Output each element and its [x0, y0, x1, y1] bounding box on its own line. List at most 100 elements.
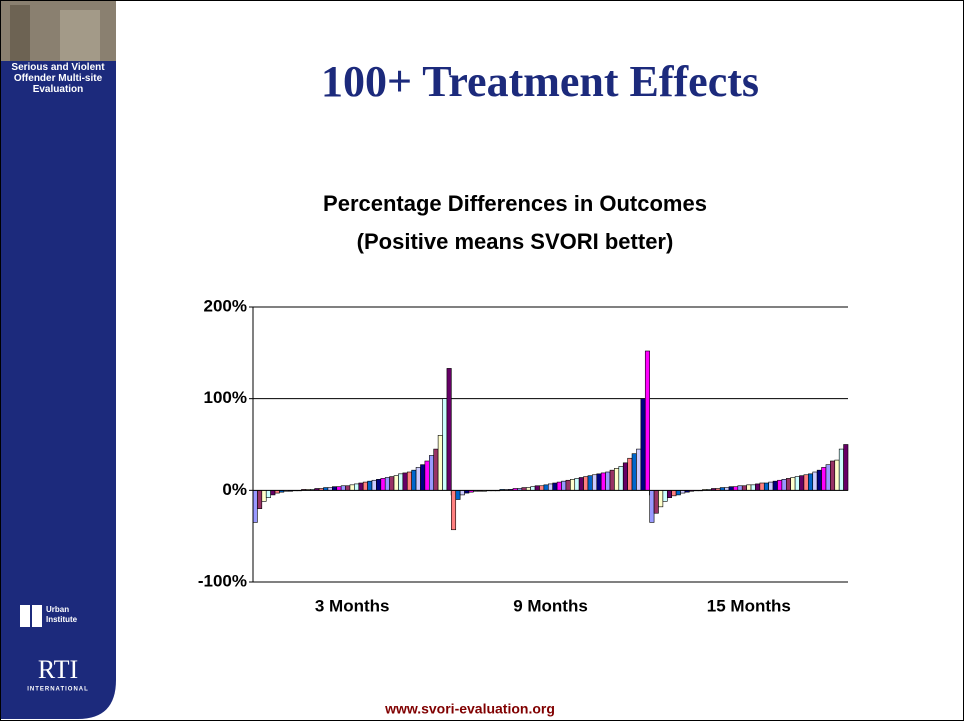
bar — [583, 476, 589, 491]
bar — [768, 481, 774, 491]
bar — [252, 490, 258, 523]
bar — [547, 483, 554, 491]
y-tick-label: 0% — [222, 480, 247, 499]
bar — [609, 469, 615, 491]
bar — [834, 459, 840, 491]
bar — [415, 467, 421, 491]
bar — [821, 467, 827, 491]
bar — [587, 475, 593, 491]
bar — [389, 476, 395, 491]
bar — [825, 464, 831, 491]
bar — [644, 350, 650, 491]
bar — [728, 486, 734, 491]
chart-subtitle: (Positive means SVORI better) — [357, 229, 674, 254]
bar — [530, 486, 536, 491]
bar — [362, 481, 368, 491]
bar — [750, 484, 756, 491]
bar — [592, 474, 598, 491]
bar — [578, 477, 584, 491]
sidebar — [1, 1, 116, 719]
sidebar-title: Serious and Violent Offender Multi-site … — [11, 62, 105, 95]
bar — [265, 490, 271, 498]
bar — [398, 473, 404, 491]
bar — [799, 475, 805, 491]
bar — [451, 490, 457, 531]
bar — [649, 490, 655, 523]
bar — [393, 475, 399, 491]
bar — [354, 483, 360, 491]
urban-logo-text: Urban Institute — [46, 605, 78, 624]
bar — [741, 485, 747, 491]
bar — [733, 486, 739, 491]
bar — [631, 453, 637, 491]
bar — [428, 455, 435, 491]
bar — [777, 479, 783, 491]
bar — [424, 460, 430, 491]
bar — [270, 490, 276, 496]
x-group-label: 15 Months — [707, 596, 791, 615]
bar — [772, 480, 778, 491]
bar — [349, 484, 355, 491]
x-group-label: 9 Months — [513, 596, 588, 615]
logo1-box: Urban Institute — [46, 605, 78, 624]
rti-logo-sub: INTERNATIONAL — [27, 687, 89, 693]
bar — [561, 480, 567, 491]
bar — [420, 464, 426, 491]
bar — [812, 471, 818, 491]
slide-title: 100+ Treatment Effects — [321, 57, 759, 106]
bar — [618, 466, 624, 491]
bar — [843, 444, 849, 491]
bar — [340, 485, 346, 491]
bar — [380, 478, 386, 491]
bar — [763, 482, 769, 491]
bar — [816, 469, 822, 491]
bar — [675, 490, 681, 496]
bar — [605, 471, 611, 491]
bar — [790, 477, 796, 491]
bar — [671, 490, 677, 497]
bar — [371, 479, 377, 491]
y-tick-label: -100% — [198, 571, 247, 590]
bar — [433, 448, 439, 491]
bar — [367, 480, 373, 491]
bar — [565, 479, 571, 491]
bar — [640, 398, 646, 491]
bar — [543, 484, 549, 491]
bar — [666, 490, 673, 498]
bar — [636, 448, 642, 491]
bar — [838, 448, 844, 491]
bar — [658, 490, 664, 508]
y-tick-label: 100% — [204, 388, 247, 407]
x-group-label: 3 Months — [315, 596, 390, 615]
rti-logo: RTI — [38, 655, 78, 684]
bar — [622, 462, 628, 491]
bar — [332, 486, 338, 491]
bar — [534, 485, 540, 491]
bar — [446, 368, 452, 491]
bar — [552, 482, 558, 491]
bar — [402, 472, 408, 491]
bar — [803, 474, 809, 491]
bar — [759, 482, 765, 491]
bar — [755, 483, 761, 491]
chart-title: Percentage Differences in Outcomes — [323, 191, 707, 216]
bar — [627, 457, 633, 491]
bar — [808, 473, 814, 491]
bar — [574, 478, 580, 491]
bar — [336, 486, 342, 491]
bar — [785, 478, 792, 491]
bar — [781, 479, 787, 491]
bar — [345, 485, 351, 491]
bar — [459, 490, 465, 496]
bar — [830, 460, 836, 491]
bar — [556, 481, 562, 491]
bar — [596, 473, 602, 491]
bar — [442, 398, 448, 491]
bar — [411, 469, 417, 491]
y-tick-label: 200% — [204, 296, 247, 315]
bar — [406, 471, 412, 491]
footer: www.svori-evaluation.org — [384, 701, 555, 717]
sidebar-title-box: Serious and Violent Offender Multi-site … — [11, 62, 105, 95]
